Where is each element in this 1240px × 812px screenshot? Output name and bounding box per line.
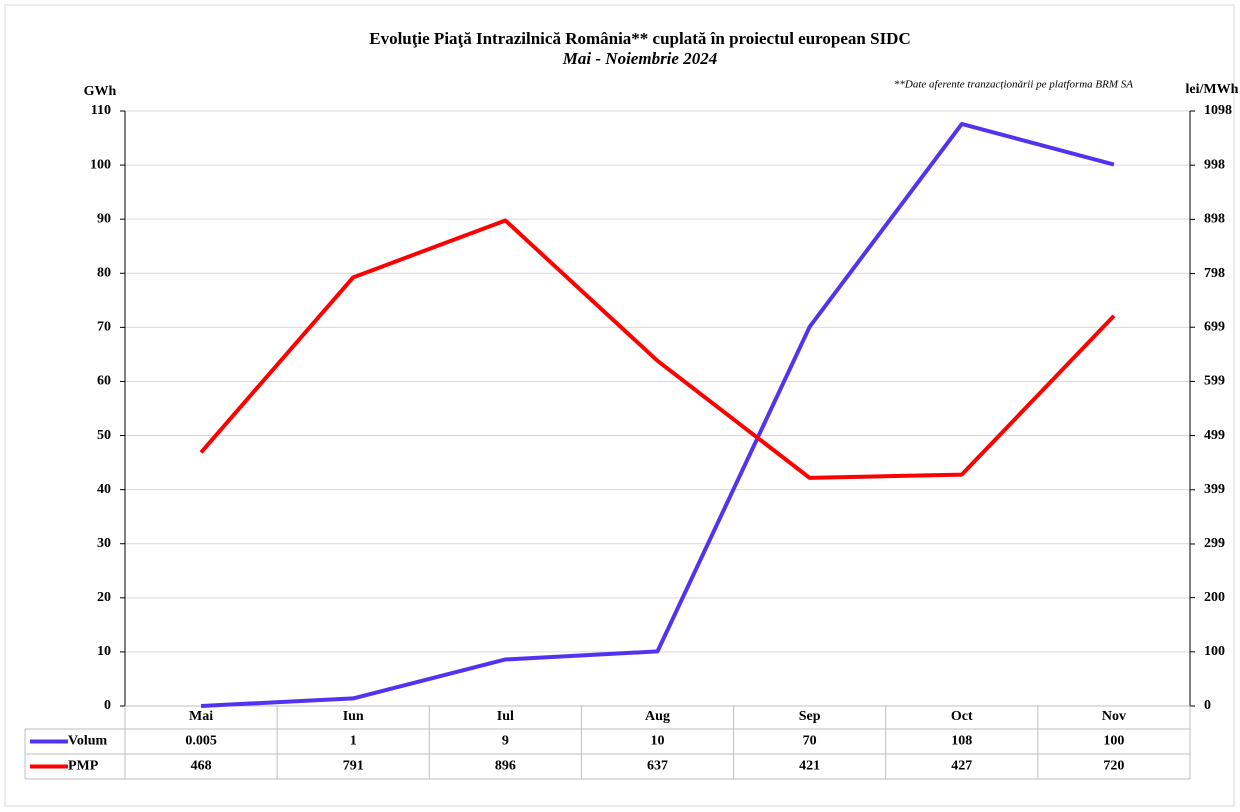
table-value: 100 <box>1103 734 1124 749</box>
table-value: 421 <box>799 759 820 774</box>
table-value: 720 <box>1103 759 1124 774</box>
y2-tick-label: 200 <box>1204 590 1225 605</box>
table-value: 9 <box>502 734 509 749</box>
table-value: 10 <box>651 734 665 749</box>
table-value: 1 <box>350 734 357 749</box>
x-tick-label: Sep <box>799 709 821 724</box>
x-tick-label: Iun <box>343 709 364 724</box>
y2-tick-label: 299 <box>1204 536 1225 551</box>
y-tick-label: 0 <box>104 698 111 713</box>
table-value: 0.005 <box>185 734 217 749</box>
x-tick-label: Oct <box>951 709 973 724</box>
chart-border <box>4 4 1235 807</box>
y-tick-label: 110 <box>91 103 111 118</box>
y2-axis-label: lei/MWh <box>1186 82 1239 97</box>
y2-tick-label: 898 <box>1204 212 1225 227</box>
y2-tick-label: 499 <box>1204 428 1225 443</box>
y-tick-label: 20 <box>97 590 111 605</box>
x-tick-label: Aug <box>645 709 670 724</box>
table-value: 637 <box>647 759 668 774</box>
table-value: 70 <box>803 734 817 749</box>
x-tick-label: Iul <box>497 709 514 724</box>
x-tick-label: Mai <box>189 709 213 724</box>
y2-tick-label: 100 <box>1204 644 1225 659</box>
y-tick-label: 60 <box>97 374 111 389</box>
table-value: 427 <box>951 759 972 774</box>
y2-tick-label: 0 <box>1204 698 1211 713</box>
series-line <box>200 121 1115 708</box>
y-tick-label: 10 <box>97 644 111 659</box>
y2-tick-label: 798 <box>1204 266 1225 281</box>
y-tick-label: 40 <box>97 482 111 497</box>
y-tick-label: 70 <box>97 320 111 335</box>
table-value: 791 <box>343 759 364 774</box>
chart-title: Evoluţie Piaţă Intrazilnică România** cu… <box>369 29 911 48</box>
legend-label: PMP <box>68 759 99 774</box>
y2-tick-label: 1098 <box>1204 103 1232 118</box>
legend-label: Volum <box>68 734 108 749</box>
y-tick-label: 100 <box>90 157 111 172</box>
table-value: 896 <box>495 759 516 774</box>
y2-tick-label: 998 <box>1204 157 1225 172</box>
x-tick-label: Nov <box>1102 709 1126 724</box>
y-tick-label: 90 <box>97 211 111 226</box>
table-value: 108 <box>951 734 972 749</box>
y-tick-label: 50 <box>97 428 111 443</box>
annotation: **Date aferente tranzacționării pe platf… <box>894 79 1133 91</box>
series-line <box>199 218 1116 480</box>
y2-tick-label: 399 <box>1204 482 1225 497</box>
chart-subtitle: Mai - Noiembrie 2024 <box>562 49 717 68</box>
y-tick-label: 30 <box>97 536 111 551</box>
y-tick-label: 80 <box>97 265 111 280</box>
table-value: 468 <box>191 759 212 774</box>
y-axis-label: GWh <box>84 84 117 99</box>
y2-tick-label: 699 <box>1204 319 1225 334</box>
y2-tick-label: 599 <box>1204 374 1225 389</box>
